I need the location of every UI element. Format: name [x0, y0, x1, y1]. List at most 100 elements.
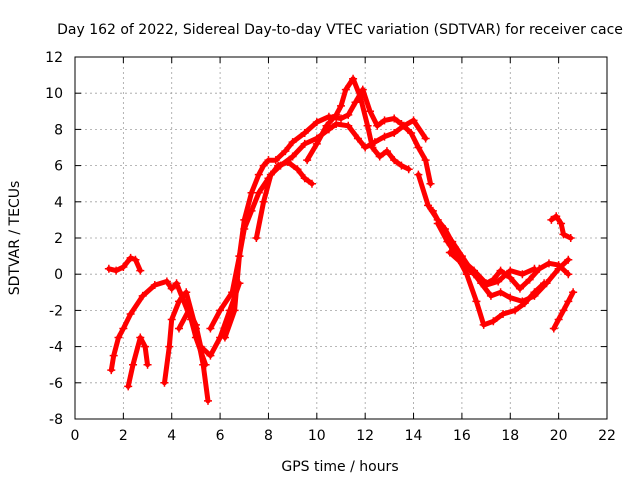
data-point-marker [341, 85, 350, 94]
data-point-marker [351, 98, 360, 107]
data-point-marker [554, 264, 563, 273]
data-point-marker [114, 333, 123, 342]
data-point-marker [564, 297, 573, 306]
data-point-marker [247, 188, 256, 197]
data-point-marker [288, 152, 297, 161]
data-point-marker [136, 333, 145, 342]
data-point-marker [337, 101, 345, 110]
data-point-marker [266, 170, 275, 179]
data-point-marker [235, 252, 244, 261]
data-point-marker [216, 306, 225, 315]
x-axis-label: GPS time / hours [281, 459, 398, 475]
data-point-marker [259, 161, 268, 170]
series-trace-5 [176, 280, 242, 359]
data-point-marker [322, 121, 331, 130]
y-tick-label: 6 [54, 159, 63, 175]
data-point-marker [368, 143, 377, 152]
data-point-marker [349, 74, 358, 83]
data-point-marker [426, 179, 435, 188]
data-point-marker [515, 284, 524, 293]
y-tick-label: 0 [54, 267, 63, 283]
data-point-marker [337, 114, 345, 123]
data-point-marker [240, 224, 249, 233]
data-point-marker [421, 156, 430, 165]
data-point-marker [141, 342, 150, 351]
data-point-marker [332, 110, 341, 119]
data-point-marker [472, 297, 481, 306]
data-point-marker [373, 121, 382, 130]
data-point-marker [506, 273, 515, 282]
series-trace-8 [253, 117, 429, 241]
data-point-marker [119, 324, 128, 333]
data-point-marker [112, 266, 121, 275]
data-point-marker [204, 396, 212, 405]
data-point-marker [312, 139, 321, 148]
data-point-marker [271, 156, 280, 165]
data-point-marker [390, 114, 399, 123]
data-point-marker [390, 129, 399, 138]
data-point-marker [288, 138, 297, 147]
data-point-marker [520, 299, 529, 308]
data-point-marker [489, 317, 498, 326]
x-tick-label: 10 [308, 428, 326, 444]
series-trace-9 [304, 76, 412, 172]
data-point-marker [559, 230, 568, 239]
data-point-marker [564, 255, 573, 264]
data-point-marker [506, 266, 515, 275]
data-point-marker [247, 206, 256, 215]
data-point-marker [300, 139, 309, 148]
grid [75, 57, 607, 419]
y-tick-label: 2 [54, 231, 63, 247]
data-point-marker [457, 259, 466, 268]
data-point-marker [344, 110, 353, 119]
series-trace-2 [108, 278, 209, 373]
data-point-marker [530, 264, 539, 273]
data-point-marker [525, 275, 534, 284]
data-point-marker [206, 324, 215, 333]
data-point-marker [307, 179, 316, 188]
data-point-marker [547, 215, 556, 224]
data-point-marker [131, 255, 140, 264]
data-point-marker [174, 324, 183, 333]
data-point-marker [399, 121, 408, 130]
data-point-marker [230, 306, 239, 315]
data-point-marker [264, 156, 273, 165]
data-point-marker [162, 277, 171, 286]
x-tick-label: 16 [453, 428, 471, 444]
data-point-marker [421, 134, 430, 143]
data-point-marker [404, 165, 413, 174]
x-tick-label: 0 [71, 428, 80, 444]
data-point-marker [167, 315, 176, 324]
data-point-marker [445, 248, 454, 257]
data-point-marker [506, 293, 515, 302]
data-point-marker [363, 121, 372, 130]
data-point-marker [486, 291, 495, 300]
data-point-marker [407, 129, 416, 138]
x-tick-label: 12 [356, 428, 374, 444]
data-point-marker [281, 147, 290, 156]
data-point-marker [172, 279, 181, 288]
data-point-marker [530, 288, 539, 297]
data-point-marker [569, 288, 578, 297]
data-point-marker [124, 382, 133, 391]
data-point-marker [496, 266, 505, 275]
data-point-marker [390, 156, 399, 165]
y-tick-label: -8 [49, 412, 63, 428]
data-point-marker [414, 170, 423, 179]
data-point-marker [107, 366, 116, 375]
data-point-marker [196, 342, 205, 351]
data-point-marker [199, 360, 208, 369]
data-point-marker [382, 147, 391, 156]
data-point-marker [554, 315, 563, 324]
data-point-marker [138, 291, 147, 300]
y-axis-label: SDTVAR / TECUs [7, 181, 23, 296]
data-point-marker [136, 266, 145, 275]
data-point-marker [303, 156, 312, 165]
data-point-marker [109, 351, 118, 360]
data-point-marker [552, 212, 561, 221]
data-point-marker [167, 284, 176, 293]
data-point-marker [312, 118, 321, 127]
data-point-marker [361, 143, 370, 152]
data-point-marker [150, 281, 159, 290]
